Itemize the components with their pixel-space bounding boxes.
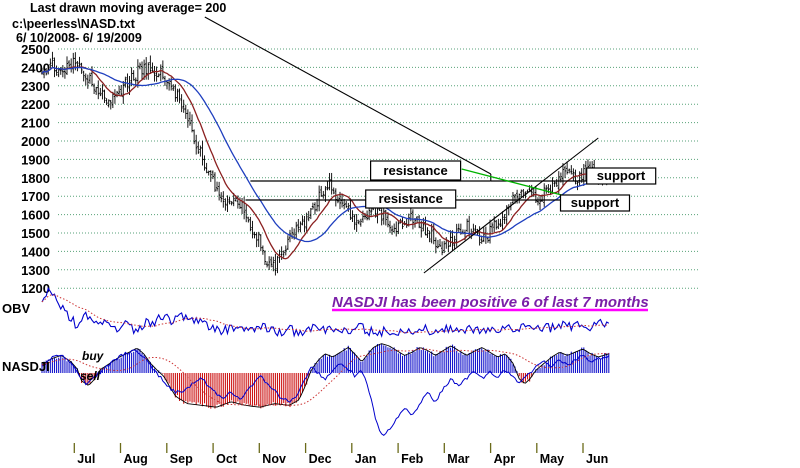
- svg-text:May: May: [540, 452, 564, 466]
- svg-text:2500: 2500: [21, 42, 50, 57]
- svg-text:buy: buy: [82, 349, 105, 363]
- svg-text:2300: 2300: [21, 79, 50, 94]
- svg-text:Nov: Nov: [262, 452, 286, 466]
- svg-text:resistance: resistance: [379, 191, 443, 206]
- svg-text:support: support: [571, 195, 620, 210]
- svg-text:1300: 1300: [21, 263, 50, 278]
- svg-text:1600: 1600: [21, 208, 50, 223]
- svg-text:NASDJI: NASDJI: [2, 359, 50, 374]
- svg-text:Jan: Jan: [355, 452, 377, 466]
- svg-text:1800: 1800: [21, 171, 50, 186]
- svg-text:1200: 1200: [21, 281, 50, 296]
- svg-text:Jun: Jun: [586, 452, 608, 466]
- svg-text:2400: 2400: [21, 60, 50, 75]
- svg-text:2100: 2100: [21, 116, 50, 131]
- svg-text:2000: 2000: [21, 134, 50, 149]
- svg-text:Sep: Sep: [170, 452, 193, 466]
- svg-text:Mar: Mar: [447, 452, 469, 466]
- svg-text:Oct: Oct: [216, 452, 238, 466]
- svg-text:2200: 2200: [21, 97, 50, 112]
- svg-text:support: support: [597, 168, 646, 183]
- svg-text:c:\peerless\NASD.txt: c:\peerless\NASD.txt: [12, 17, 136, 31]
- svg-text:Aug: Aug: [124, 452, 148, 466]
- svg-text:sell: sell: [80, 369, 101, 383]
- svg-text:Feb: Feb: [401, 452, 424, 466]
- svg-text:Jul: Jul: [77, 452, 95, 466]
- svg-text:resistance: resistance: [383, 163, 447, 178]
- svg-text:Dec: Dec: [309, 452, 332, 466]
- svg-text:NASDJI has been positive 6 of: NASDJI has been positive 6 of last 7 mon…: [332, 294, 649, 311]
- svg-text:Apr: Apr: [494, 452, 516, 466]
- svg-text:OBV: OBV: [2, 301, 31, 316]
- svg-text:Last drawn moving average= 200: Last drawn moving average= 200: [30, 1, 226, 15]
- svg-text:1400: 1400: [21, 244, 50, 259]
- svg-text:1500: 1500: [21, 226, 50, 241]
- svg-text:1700: 1700: [21, 189, 50, 204]
- svg-text:1900: 1900: [21, 152, 50, 167]
